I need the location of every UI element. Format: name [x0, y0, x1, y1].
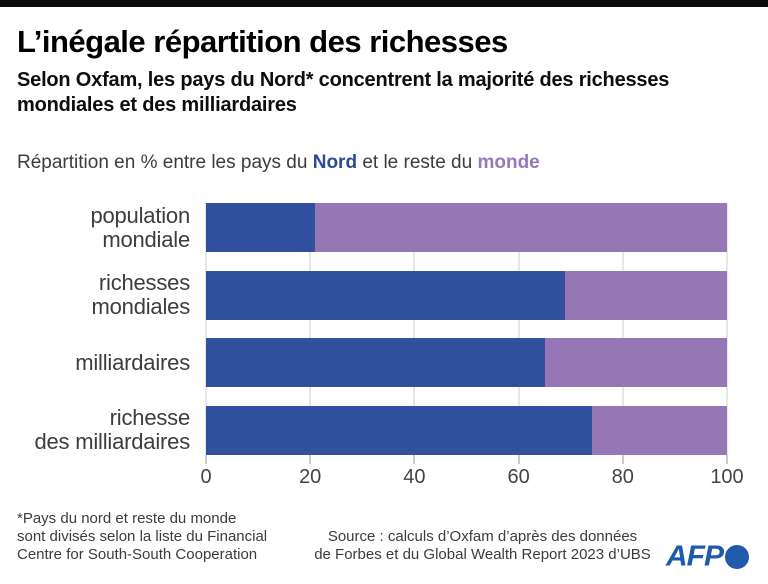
footnote: *Pays du nord et reste du monde sont div… — [17, 510, 268, 563]
category-label-richesse-milliardaires: richesse des milliardaires — [34, 405, 190, 455]
chart-legend: Répartition en % entre les pays du Nord … — [17, 152, 737, 174]
legend-world-word: monde — [477, 152, 540, 173]
gridline-0 — [205, 203, 207, 455]
x-axis-tick-40: 40 — [403, 466, 426, 488]
legend-north-word: Nord — [312, 152, 358, 173]
afp-logo-circle-icon — [725, 545, 749, 569]
bar-row-population — [206, 203, 727, 252]
x-axis-tick-0: 0 — [200, 466, 212, 488]
bar-segment-world — [315, 203, 727, 252]
gridline-100 — [726, 203, 728, 455]
category-labels: population mondiale richesses mondiales … — [0, 203, 190, 455]
page-title: L’inégale répartition des richesses — [17, 24, 508, 59]
x-axis-tick-20: 20 — [299, 466, 322, 488]
afp-logo-text: AFP — [666, 540, 724, 573]
x-axis-tick-60: 60 — [507, 466, 530, 488]
bar-row-milliardaires — [206, 338, 727, 388]
top-black-bar — [0, 0, 768, 7]
legend-middle: et le reste du — [357, 152, 478, 173]
bar-segment-north — [206, 405, 592, 455]
page-subtitle: Selon Oxfam, les pays du Nord* concentre… — [17, 69, 670, 116]
source-credit: Source : calculs d’Oxfam d’après des don… — [314, 528, 651, 563]
x-axis-tick-100: 100 — [710, 466, 744, 488]
x-axis-tick-80: 80 — [611, 466, 634, 488]
gridline-60 — [518, 203, 520, 455]
tickmark-20 — [309, 455, 311, 464]
category-label-population: population mondiale — [90, 202, 190, 252]
bar-segment-world — [591, 405, 727, 455]
bar-segment-north — [206, 338, 545, 388]
bar-segment-north — [206, 203, 316, 252]
bar-chart-plot: 0 20 40 60 80 100 — [200, 203, 744, 488]
tickmark-100 — [726, 455, 728, 464]
category-label-milliardaires: milliardaires — [75, 349, 190, 375]
gridline-40 — [413, 203, 415, 455]
tickmark-40 — [413, 455, 415, 464]
tickmark-80 — [622, 455, 624, 464]
tickmark-60 — [518, 455, 520, 464]
gridline-80 — [622, 203, 624, 455]
legend-prefix: Répartition en % entre les pays du — [17, 152, 313, 173]
bar-segment-world — [565, 270, 727, 320]
bar-rows — [206, 203, 727, 455]
tickmark-0 — [205, 455, 207, 464]
gridline-20 — [309, 203, 311, 455]
bar-row-richesses — [206, 270, 727, 320]
bar-segment-north — [206, 270, 566, 320]
bar-row-richesse-milliardaires — [206, 405, 727, 455]
afp-logo: AFP — [666, 540, 749, 574]
bar-segment-world — [544, 338, 727, 388]
category-label-richesses: richesses mondiales — [91, 270, 191, 320]
